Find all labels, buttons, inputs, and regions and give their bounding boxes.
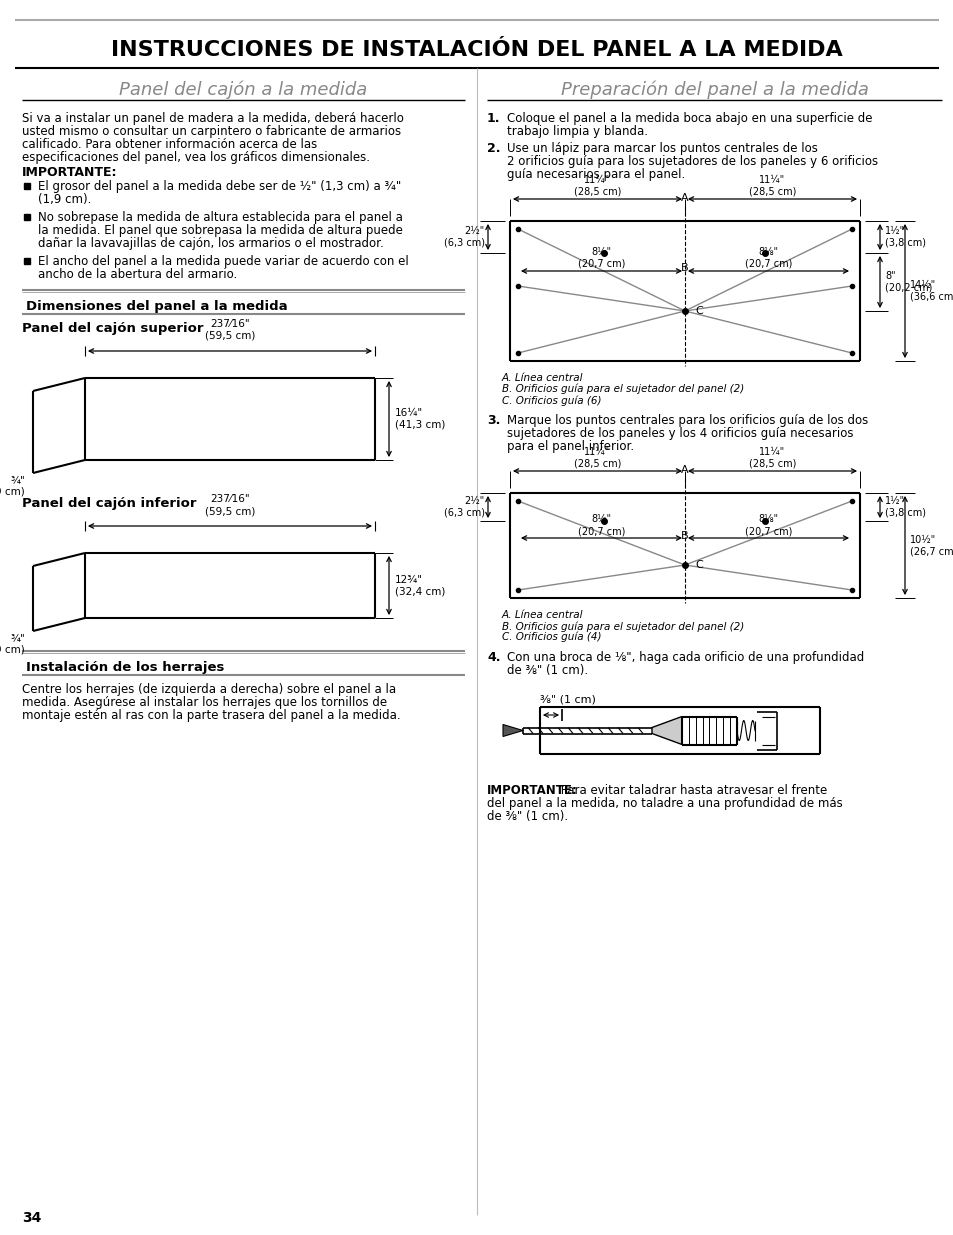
- Text: ⅜" (1 cm): ⅜" (1 cm): [539, 695, 596, 705]
- Text: 8⅛"
(20,7 cm): 8⅛" (20,7 cm): [578, 515, 624, 536]
- Text: sujetadores de los paneles y los 4 orificios guía necesarios: sujetadores de los paneles y los 4 orifi…: [506, 427, 853, 440]
- Text: del panel a la medida, no taladre a una profundidad de más: del panel a la medida, no taladre a una …: [486, 797, 841, 810]
- Text: Preparación del panel a la medida: Preparación del panel a la medida: [560, 80, 867, 99]
- Text: 237⁄16"
(59,5 cm): 237⁄16" (59,5 cm): [205, 494, 254, 516]
- Text: C. Orificios guía (6): C. Orificios guía (6): [501, 395, 601, 405]
- Text: de ⅜" (1 cm).: de ⅜" (1 cm).: [506, 664, 587, 677]
- Text: dañar la lavavajillas de cajón, los armarios o el mostrador.: dañar la lavavajillas de cajón, los arma…: [38, 237, 383, 249]
- Text: de ⅜" (1 cm).: de ⅜" (1 cm).: [486, 810, 568, 823]
- Text: C: C: [695, 559, 702, 571]
- Text: 3.: 3.: [486, 414, 500, 427]
- Text: ¾"
(1,9 cm): ¾" (1,9 cm): [0, 634, 25, 655]
- Text: B: B: [680, 263, 688, 273]
- Text: montaje estén al ras con la parte trasera del panel a la medida.: montaje estén al ras con la parte traser…: [22, 709, 400, 722]
- Text: 11¼"
(28,5 cm): 11¼" (28,5 cm): [748, 175, 796, 198]
- Text: 2½"
(6,3 cm): 2½" (6,3 cm): [443, 226, 484, 248]
- Text: 8⅛"
(20,7 cm): 8⅛" (20,7 cm): [744, 515, 791, 536]
- Bar: [24, 214, 30, 220]
- Text: INSTRUCCIONES DE INSTALACIÓN DEL PANEL A LA MEDIDA: INSTRUCCIONES DE INSTALACIÓN DEL PANEL A…: [111, 40, 842, 61]
- Text: El grosor del panel a la medida debe ser de ½" (1,3 cm) a ¾": El grosor del panel a la medida debe ser…: [38, 180, 401, 193]
- Text: El ancho del panel a la medida puede variar de acuerdo con el: El ancho del panel a la medida puede var…: [38, 254, 408, 268]
- Text: 1½"
(3,8 cm): 1½" (3,8 cm): [884, 226, 925, 248]
- Text: 14½"
(36,6 cm): 14½" (36,6 cm): [909, 280, 953, 301]
- Text: especificaciones del panel, vea los gráficos dimensionales.: especificaciones del panel, vea los gráf…: [22, 151, 370, 164]
- Text: Con una broca de ⅛", haga cada orificio de una profundidad: Con una broca de ⅛", haga cada orificio …: [506, 651, 863, 664]
- Polygon shape: [502, 725, 522, 736]
- Text: 11¼"
(28,5 cm): 11¼" (28,5 cm): [748, 447, 796, 469]
- Text: usted mismo o consultar un carpintero o fabricante de armarios: usted mismo o consultar un carpintero o …: [22, 125, 400, 138]
- Text: B. Orificios guía para el sujetador del panel (2): B. Orificios guía para el sujetador del …: [501, 621, 743, 631]
- Text: 34: 34: [22, 1212, 41, 1225]
- Text: ancho de la abertura del armario.: ancho de la abertura del armario.: [38, 268, 237, 282]
- Text: C: C: [695, 306, 702, 316]
- Text: 1½"
(3,8 cm): 1½" (3,8 cm): [884, 496, 925, 517]
- Text: Coloque el panel a la medida boca abajo en una superficie de: Coloque el panel a la medida boca abajo …: [506, 112, 872, 125]
- Text: Dimensiones del panel a la medida: Dimensiones del panel a la medida: [26, 300, 287, 312]
- Text: trabajo limpia y blanda.: trabajo limpia y blanda.: [506, 125, 647, 138]
- Text: Instalación de los herrajes: Instalación de los herrajes: [26, 661, 224, 674]
- Text: 237⁄16"
(59,5 cm): 237⁄16" (59,5 cm): [205, 320, 254, 341]
- Text: 1.: 1.: [486, 112, 500, 125]
- Text: Use un lápiz para marcar los puntos centrales de los: Use un lápiz para marcar los puntos cent…: [506, 142, 817, 156]
- Text: Panel del cajón superior: Panel del cajón superior: [22, 322, 203, 335]
- Text: 16¼"
(41,3 cm): 16¼" (41,3 cm): [395, 409, 445, 430]
- Text: IMPORTANTE:: IMPORTANTE:: [22, 165, 117, 179]
- Text: 8"
(20,2 cm): 8" (20,2 cm): [884, 272, 931, 293]
- Text: 4.: 4.: [486, 651, 500, 664]
- Text: A: A: [680, 193, 688, 203]
- Text: Panel del cajón inferior: Panel del cajón inferior: [22, 496, 196, 510]
- Bar: [24, 183, 30, 189]
- Text: 2½"
(6,3 cm): 2½" (6,3 cm): [443, 496, 484, 517]
- Text: 8⅛"
(20,7 cm): 8⅛" (20,7 cm): [744, 247, 791, 269]
- Text: ¾"
(1,9 cm): ¾" (1,9 cm): [0, 475, 25, 496]
- Text: Si va a instalar un panel de madera a la medida, deberá hacerlo: Si va a instalar un panel de madera a la…: [22, 112, 403, 125]
- Text: IMPORTANTE:: IMPORTANTE:: [486, 784, 578, 797]
- Text: 8⅛"
(20,7 cm): 8⅛" (20,7 cm): [578, 247, 624, 269]
- Text: A: A: [680, 466, 688, 475]
- Text: 11¼"
(28,5 cm): 11¼" (28,5 cm): [573, 175, 620, 198]
- Text: No sobrepase la medida de altura establecida para el panel a: No sobrepase la medida de altura estable…: [38, 211, 402, 224]
- Text: medida. Asegúrese al instalar los herrajes que los tornillos de: medida. Asegúrese al instalar los herraj…: [22, 697, 387, 709]
- Text: A. Línea central: A. Línea central: [501, 610, 583, 620]
- Text: para el panel inferior.: para el panel inferior.: [506, 440, 634, 453]
- Text: la medida. El panel que sobrepasa la medida de altura puede: la medida. El panel que sobrepasa la med…: [38, 224, 402, 237]
- Text: A. Línea central: A. Línea central: [501, 373, 583, 383]
- Text: 2.: 2.: [486, 142, 500, 156]
- Text: 11¼"
(28,5 cm): 11¼" (28,5 cm): [573, 447, 620, 469]
- Text: (1,9 cm).: (1,9 cm).: [38, 193, 91, 206]
- Bar: [24, 258, 30, 264]
- Text: B: B: [680, 531, 688, 541]
- Text: Para evitar taladrar hasta atravesar el frente: Para evitar taladrar hasta atravesar el …: [557, 784, 826, 797]
- Text: C. Orificios guía (4): C. Orificios guía (4): [501, 632, 601, 642]
- Text: 10½"
(26,7 cm): 10½" (26,7 cm): [909, 535, 953, 556]
- Text: Marque los puntos centrales para los orificios guía de los dos: Marque los puntos centrales para los ori…: [506, 414, 867, 427]
- Text: 2 orificios guía para los sujetadores de los paneles y 6 orificios: 2 orificios guía para los sujetadores de…: [506, 156, 877, 168]
- Text: guía necesarios para el panel.: guía necesarios para el panel.: [506, 168, 684, 182]
- Text: 12¾"
(32,4 cm): 12¾" (32,4 cm): [395, 574, 445, 597]
- Text: Panel del cajón a la medida: Panel del cajón a la medida: [119, 80, 367, 99]
- Text: B. Orificios guía para el sujetador del panel (2): B. Orificios guía para el sujetador del …: [501, 384, 743, 394]
- Text: Centre los herrajes (de izquierda a derecha) sobre el panel a la: Centre los herrajes (de izquierda a dere…: [22, 683, 395, 697]
- Text: calificado. Para obtener información acerca de las: calificado. Para obtener información ace…: [22, 138, 317, 151]
- Polygon shape: [651, 716, 681, 745]
